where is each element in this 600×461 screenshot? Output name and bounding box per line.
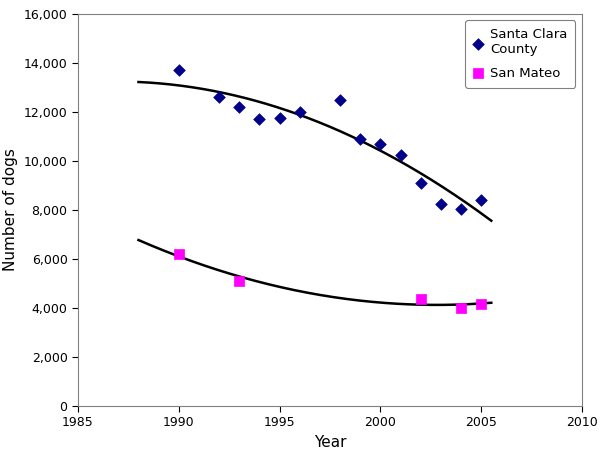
Santa Clara
County bbox=[235, 103, 244, 111]
Santa Clara
County bbox=[436, 200, 446, 207]
Santa Clara
County bbox=[275, 114, 284, 122]
Santa Clara
County bbox=[396, 151, 406, 158]
Santa Clara
County bbox=[376, 140, 385, 148]
Santa Clara
County bbox=[476, 196, 486, 204]
X-axis label: Year: Year bbox=[314, 435, 346, 449]
San Mateo bbox=[235, 277, 244, 284]
Santa Clara
County bbox=[254, 115, 264, 123]
Y-axis label: Number of dogs: Number of dogs bbox=[3, 148, 18, 271]
Santa Clara
County bbox=[355, 135, 365, 142]
San Mateo bbox=[416, 296, 425, 303]
Santa Clara
County bbox=[335, 96, 345, 103]
San Mateo bbox=[476, 301, 486, 308]
Santa Clara
County bbox=[214, 94, 224, 101]
San Mateo bbox=[174, 250, 184, 258]
Santa Clara
County bbox=[416, 179, 425, 187]
Santa Clara
County bbox=[295, 108, 305, 116]
Legend: Santa Clara
County, San Mateo: Santa Clara County, San Mateo bbox=[465, 20, 575, 88]
San Mateo bbox=[456, 304, 466, 312]
Santa Clara
County bbox=[456, 205, 466, 212]
Santa Clara
County bbox=[174, 66, 184, 74]
